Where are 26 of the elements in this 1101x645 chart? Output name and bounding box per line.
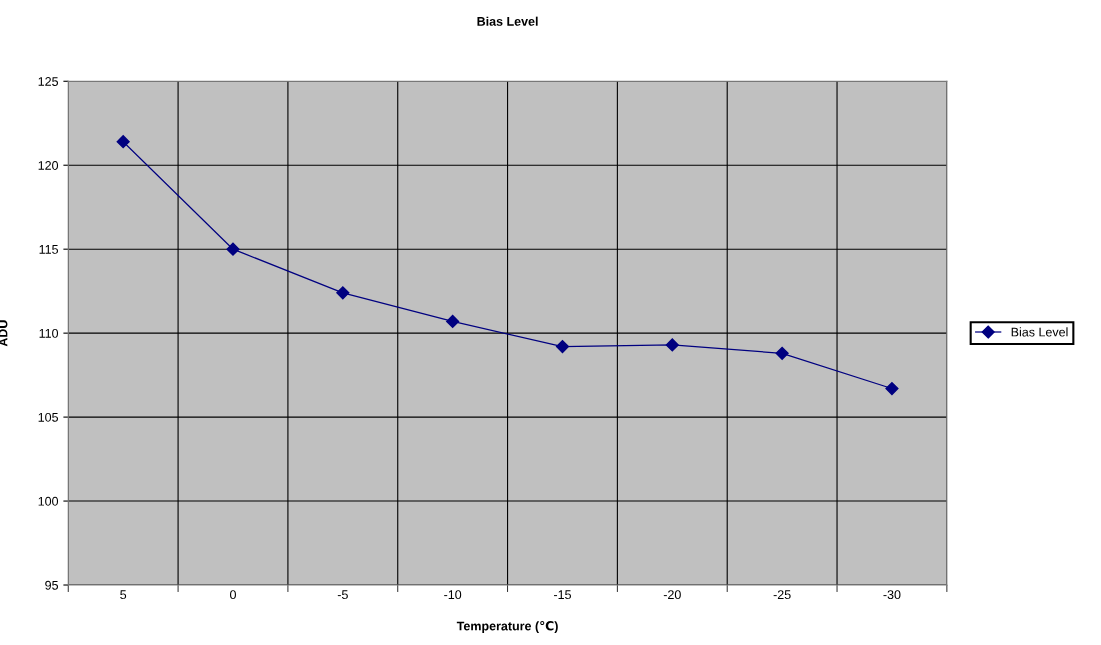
y-tick-label: 125 [38,77,59,86]
x-tick-label: -10 [444,590,462,600]
point [555,339,570,354]
point [775,346,789,360]
point [665,338,679,352]
x-tick-label: -20 [663,590,681,600]
point [446,314,460,328]
x-tick-label: -30 [883,590,901,600]
x-tick-label: 0 [230,590,236,600]
x-axis-title: Temperature (℃) [456,620,558,633]
y-tick-label: 115 [39,245,59,254]
x-tick-label: 5 [120,590,127,600]
legend-label: Bias Level [1011,327,1068,337]
point [885,381,899,396]
y-tick-label: 100 [38,496,59,506]
y-tick-label: 110 [39,328,59,338]
y-tick-label: 120 [38,161,59,170]
y-tick-label: 95 [45,580,59,590]
x-tick-label: -5 [337,590,348,600]
point [116,135,130,149]
point [336,286,350,300]
x-tick-label: -25 [773,590,791,600]
x-tick-label: -15 [554,590,571,600]
y-tick-label: 105 [38,412,59,422]
chart-title: Bias Level [477,16,538,26]
point [226,242,240,256]
